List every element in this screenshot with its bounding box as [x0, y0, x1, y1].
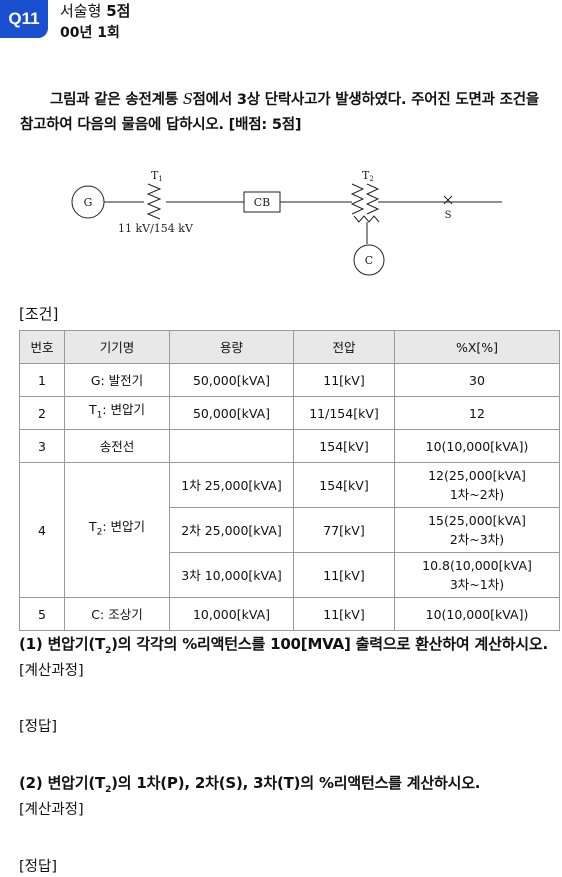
table-cell: 1	[19, 363, 65, 397]
circuit-breaker-label: CB	[254, 196, 271, 209]
t2-label: T2	[362, 169, 374, 183]
question-text: 그림과 같은 송전계통 S점에서 3상 단락사고가 발생하였다. 주어진 도면과…	[20, 88, 552, 138]
question-number-badge: Q11	[0, 0, 48, 38]
table-cell: 154[kV]	[293, 462, 395, 508]
question-type-label: 서술형	[60, 2, 102, 20]
generator-label: G	[84, 196, 93, 209]
fault-point-mark	[443, 195, 453, 205]
answer-label-2: [정답]	[19, 859, 57, 875]
table-cell: G: 발전기	[64, 363, 170, 397]
table-cell: 5	[19, 597, 65, 631]
generator-symbol	[71, 185, 105, 219]
calculation-label-2: [계산과정]	[19, 802, 84, 818]
table-header: 전압	[293, 330, 395, 364]
table-cell: 11/154[kV]	[293, 396, 395, 430]
exam-round: 00년 1회	[60, 25, 120, 41]
fault-point-symbol: S	[182, 92, 193, 108]
table-row: 2차 25,000[kVA] 77[kV] 15(25,000[kVA] 2차~3…	[20, 507, 560, 553]
condenser-symbol	[353, 244, 385, 276]
table-cell: 30	[394, 363, 560, 397]
conditions-title: [조건]	[19, 305, 59, 323]
table-cell: 11[kV]	[293, 552, 395, 598]
table-cell: 2차 25,000[kVA]	[169, 507, 294, 553]
table-cell: 10.8(10,000[kVA] 3차~1차)	[394, 552, 560, 598]
sub-question-1: (1) 변압기(T2)의 각각의 %리액턴스를 100[MVA] 출력으로 환산…	[19, 635, 548, 656]
table-row: 5 C: 조상기 10,000[kVA] 11[kV] 10(10,000[kV…	[19, 597, 560, 631]
table-cell: 50,000[kVA]	[169, 363, 294, 397]
system-single-line-diagram: G T1 11 kV/154 kV CB T2 S C	[71, 169, 502, 276]
sub-question-2: (2) 변압기(T2)의 1차(P), 2차(S), 3차(T)의 %리액턴스를…	[19, 774, 481, 795]
table-cell: 송전선	[64, 429, 170, 463]
table-header: 번호	[19, 330, 65, 364]
table-row: 3 송전선 154[kV] 10(10,000[kVA])	[19, 429, 560, 463]
equipment-spec-table: 번호 기기명 용량 전압 %X[%] 1 G: 발전기 50,000[kVA] …	[19, 330, 560, 631]
table-cell: 4	[19, 462, 65, 598]
condenser-label: C	[365, 254, 373, 267]
table-header: 용량	[169, 330, 294, 364]
table-cell: 154[kV]	[293, 429, 395, 463]
answer-label-1: [정답]	[19, 719, 57, 735]
table-cell: 50,000[kVA]	[169, 396, 294, 430]
table-row: 4 T2: 변압기 1차 25,000[kVA] 154[kV] 12(25,0…	[19, 462, 560, 598]
table-cell: 3	[19, 429, 65, 463]
t1-voltage-rating: 11 kV/154 kV	[118, 222, 194, 235]
table-cell: T1: 변압기	[64, 396, 170, 430]
t1-label: T1	[151, 169, 163, 183]
calculation-label-1: [계산과정]	[19, 663, 84, 679]
t2-transformer-symbol	[350, 183, 380, 244]
table-cell: 11[kV]	[293, 363, 395, 397]
table-cell: 10(10,000[kVA])	[394, 429, 560, 463]
table-cell: 15(25,000[kVA] 2차~3차)	[394, 507, 560, 553]
circuit-breaker-symbol	[243, 191, 281, 213]
question-text-part1: 그림과 같은 송전계통	[50, 92, 183, 108]
table-cell: 1차 25,000[kVA]	[169, 462, 294, 508]
table-cell: 3차 10,000[kVA]	[169, 552, 294, 598]
table-cell: 2	[19, 396, 65, 430]
table-header-row: 번호 기기명 용량 전압 %X[%]	[19, 330, 560, 364]
table-cell: 10,000[kVA]	[169, 597, 294, 631]
table-row: 1 G: 발전기 50,000[kVA] 11[kV] 30	[19, 363, 560, 397]
table-cell: 12	[394, 396, 560, 430]
table-cell: 12(25,000[kVA] 1차~2차)	[394, 462, 560, 508]
table-cell: T2: 변압기	[64, 462, 170, 598]
question-type: 서술형 5점	[60, 0, 130, 21]
table-header: %X[%]	[394, 330, 560, 364]
table-cell: C: 조상기	[64, 597, 170, 631]
question-text-part2: 점에서 3상 단락사고가 발생하였다. 주어진 도면과 조건을 참고하여 다음의…	[20, 92, 540, 133]
table-row: 2 T1: 변압기 50,000[kVA] 11/154[kV] 12	[19, 396, 560, 430]
table-cell	[169, 429, 294, 463]
fault-point-label: S	[445, 210, 452, 221]
t1-transformer-symbol	[146, 183, 162, 220]
table-cell: 10(10,000[kVA])	[394, 597, 560, 631]
table-cell: 11[kV]	[293, 597, 395, 631]
table-header: 기기명	[64, 330, 170, 364]
question-points: 5점	[106, 2, 131, 20]
table-cell: 77[kV]	[293, 507, 395, 553]
